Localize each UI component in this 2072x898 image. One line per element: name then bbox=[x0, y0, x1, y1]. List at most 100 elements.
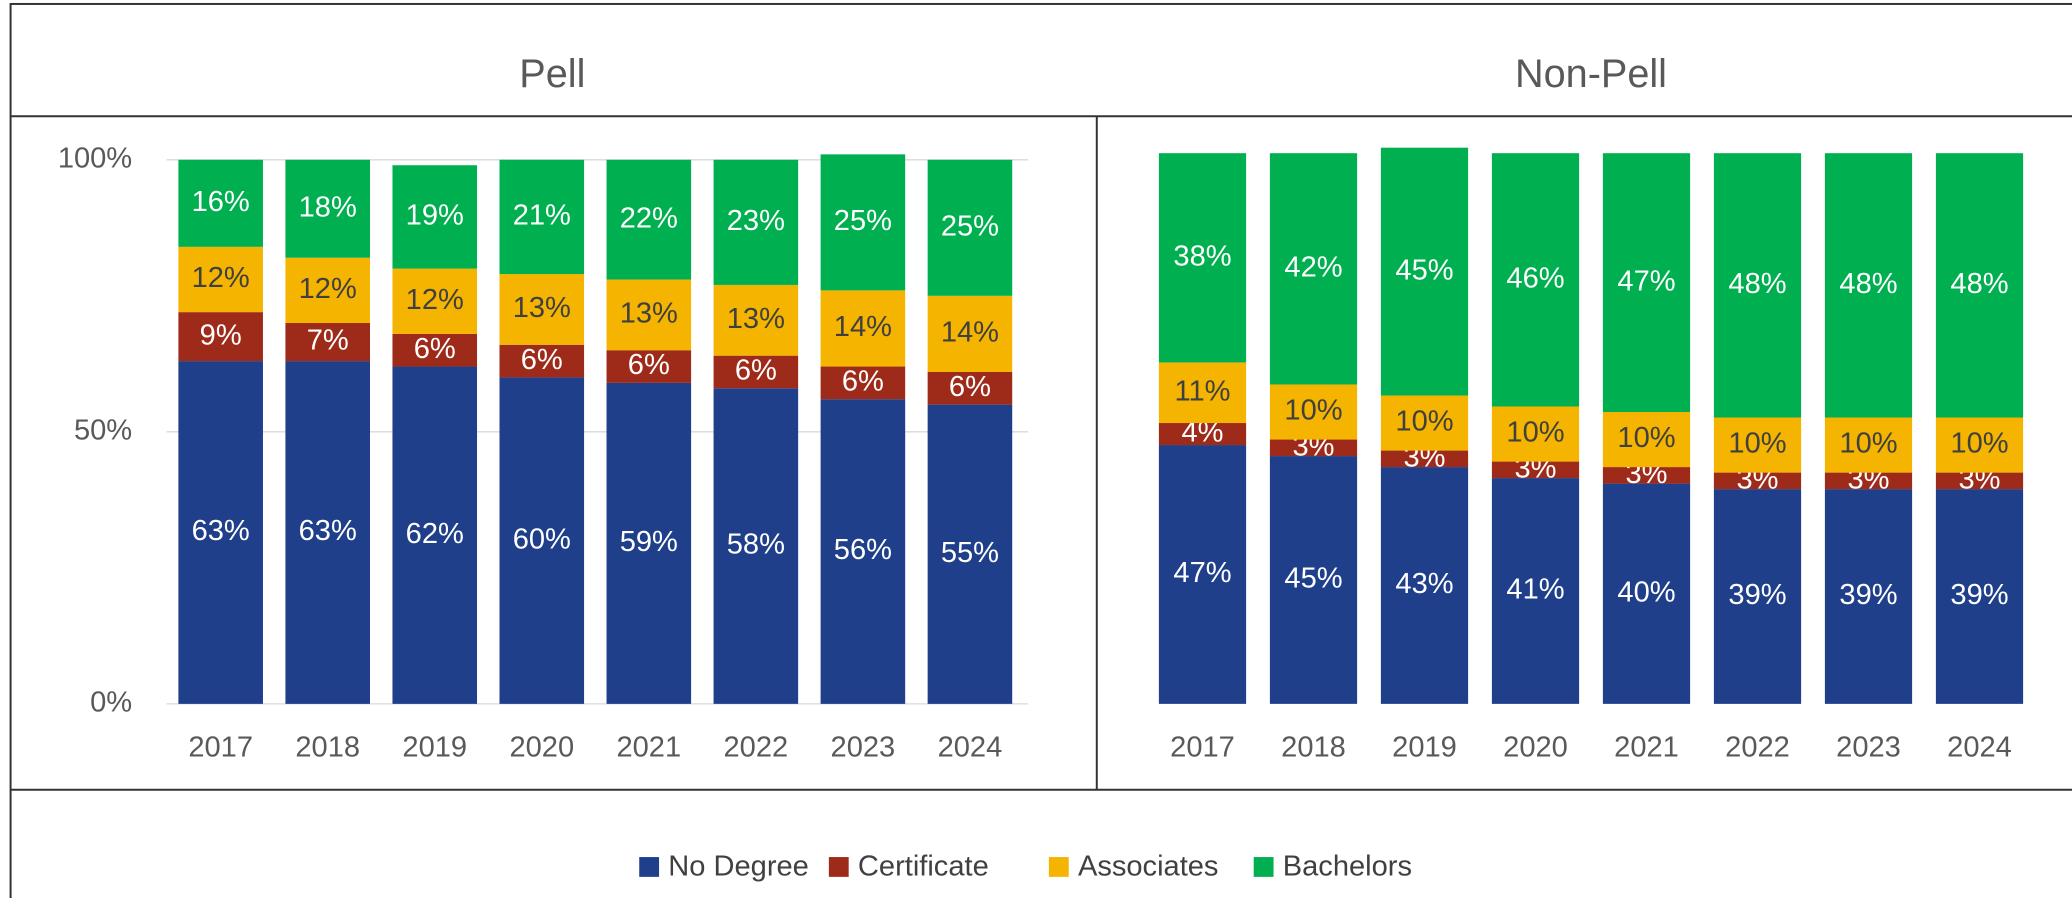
bar-segment bbox=[1713, 489, 1802, 704]
bar-segment bbox=[820, 290, 906, 367]
data-label: 18% bbox=[299, 191, 357, 223]
bar-segment bbox=[927, 404, 1013, 704]
legend-swatch bbox=[1253, 857, 1274, 877]
bar-segment bbox=[606, 382, 692, 704]
data-label: 39% bbox=[1728, 579, 1786, 611]
x-tick-label: 2020 bbox=[1503, 731, 1568, 763]
bar-segment bbox=[392, 333, 478, 367]
data-label: 11% bbox=[1174, 375, 1230, 407]
bar-segment bbox=[713, 355, 799, 389]
data-label: 46% bbox=[1506, 263, 1564, 295]
y-tick-label: 0% bbox=[90, 687, 132, 719]
x-tick-label: 2021 bbox=[616, 731, 681, 763]
legend-swatch bbox=[1048, 857, 1069, 877]
bar-segment bbox=[1158, 423, 1247, 446]
bar-segment bbox=[1269, 384, 1358, 440]
data-label: 42% bbox=[1284, 252, 1342, 284]
x-tick-label: 2024 bbox=[938, 731, 1003, 763]
bar-segment bbox=[1824, 489, 1913, 704]
data-label: 48% bbox=[1839, 268, 1897, 300]
data-label: 6% bbox=[949, 371, 991, 403]
bar-segment bbox=[606, 279, 692, 351]
data-label: 62% bbox=[406, 518, 464, 550]
bar-segment bbox=[606, 159, 692, 280]
data-label: 6% bbox=[735, 355, 777, 387]
bar-segment bbox=[1713, 472, 1802, 490]
bar-segment bbox=[1602, 483, 1691, 704]
bar-segment bbox=[606, 350, 692, 383]
data-label: 10% bbox=[1839, 428, 1897, 460]
x-tick-label: 2020 bbox=[509, 731, 574, 763]
legend-swatch bbox=[828, 857, 849, 877]
x-tick-label: 2017 bbox=[1170, 731, 1235, 763]
y-tick-label: 50% bbox=[74, 415, 132, 447]
data-label: 13% bbox=[620, 298, 678, 330]
bar-segment bbox=[927, 295, 1013, 372]
bar-segment bbox=[1935, 472, 2024, 490]
legend-swatch bbox=[639, 857, 660, 877]
data-label: 13% bbox=[727, 303, 785, 335]
x-tick-label: 2018 bbox=[1281, 731, 1346, 763]
bar-segment bbox=[1491, 461, 1580, 479]
bar-segment bbox=[713, 284, 799, 356]
bar-segment bbox=[499, 274, 585, 345]
bar-segment bbox=[927, 371, 1013, 405]
data-label: 38% bbox=[1173, 240, 1231, 272]
bar-segment bbox=[285, 257, 370, 324]
bar-segment bbox=[1602, 467, 1691, 484]
bar-segment bbox=[499, 344, 585, 378]
data-label: 10% bbox=[1506, 417, 1564, 449]
data-label: 12% bbox=[192, 262, 250, 294]
data-label: 56% bbox=[834, 534, 892, 566]
data-label: 16% bbox=[192, 186, 250, 218]
y-tick-label: 100% bbox=[58, 142, 132, 174]
data-label: 10% bbox=[1284, 395, 1342, 427]
data-label: 6% bbox=[521, 344, 563, 376]
x-tick-label: 2017 bbox=[188, 731, 253, 763]
data-label: 58% bbox=[727, 529, 785, 561]
data-label: 63% bbox=[192, 515, 250, 547]
data-label: 12% bbox=[406, 284, 464, 316]
bar-segment bbox=[499, 377, 585, 704]
bar-segment bbox=[499, 159, 585, 275]
data-label: 55% bbox=[941, 537, 999, 569]
frame bbox=[9, 2, 2072, 898]
bar-segment bbox=[1269, 456, 1358, 704]
data-label: 21% bbox=[513, 200, 571, 232]
x-tick-label: 2022 bbox=[1725, 731, 1790, 763]
data-label: 25% bbox=[834, 205, 892, 237]
bar-segment bbox=[1713, 153, 1802, 418]
data-label: 63% bbox=[299, 515, 357, 547]
data-label: 22% bbox=[620, 202, 678, 234]
x-tick-label: 2019 bbox=[1392, 731, 1457, 763]
x-tick-label: 2021 bbox=[1614, 731, 1679, 763]
legend-label: Certificate bbox=[858, 850, 989, 882]
data-label: 45% bbox=[1395, 254, 1453, 286]
bar-segment bbox=[1935, 489, 2024, 704]
data-label: 10% bbox=[1950, 428, 2008, 460]
chart-title: Non-Pell bbox=[1515, 52, 1667, 96]
x-tick-label: 2022 bbox=[724, 731, 789, 763]
bar-segment bbox=[1935, 153, 2024, 418]
bar-segment bbox=[1935, 417, 2024, 473]
data-label: 43% bbox=[1395, 568, 1453, 600]
bar-segment bbox=[178, 312, 263, 362]
bar-segment bbox=[1158, 445, 1247, 704]
data-label: 39% bbox=[1839, 579, 1897, 611]
data-label: 47% bbox=[1617, 265, 1675, 297]
bar-segment bbox=[392, 366, 478, 704]
chart-title: Pell bbox=[519, 52, 585, 96]
bar-segment bbox=[285, 323, 370, 362]
data-label: 48% bbox=[1728, 268, 1786, 300]
data-label: 10% bbox=[1617, 422, 1675, 454]
data-label: 6% bbox=[842, 366, 884, 398]
bar-segment bbox=[820, 366, 906, 400]
data-label: 60% bbox=[513, 523, 571, 555]
bar-segment bbox=[1824, 472, 1913, 490]
legend-label: No Degree bbox=[668, 850, 809, 882]
data-label: 9% bbox=[200, 319, 242, 351]
data-label: 48% bbox=[1950, 268, 2008, 300]
data-label: 23% bbox=[727, 205, 785, 237]
